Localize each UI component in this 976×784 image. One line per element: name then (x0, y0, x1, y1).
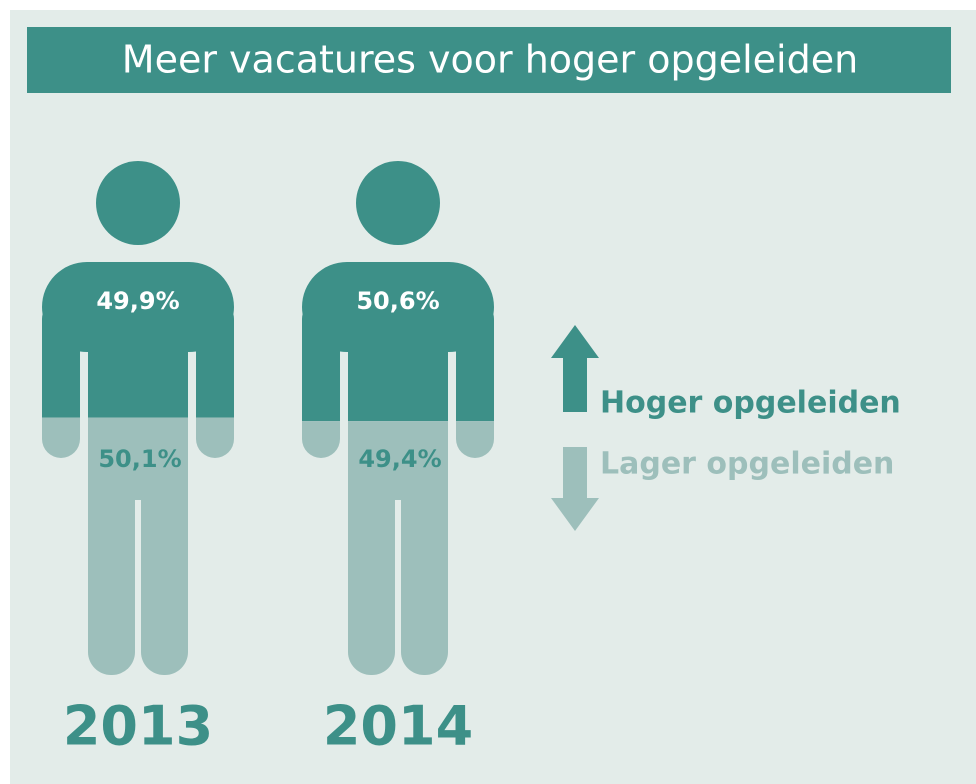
value-label: 49,4% (358, 445, 441, 473)
legend-label: Hoger opgeleiden (600, 386, 901, 421)
legend-arrow-up (551, 325, 599, 412)
value-label: 49,9% (96, 287, 179, 315)
value-label: 50,1% (98, 445, 181, 473)
chart-title: Meer vacatures voor hoger opgeleiden (122, 38, 858, 82)
category-label: 2014 (323, 695, 473, 758)
value-label: 50,6% (356, 287, 439, 315)
legend-arrow-down (551, 447, 599, 531)
category-label: 2013 (63, 695, 213, 758)
legend-label: Lager opgeleiden (600, 447, 894, 482)
title-bar (27, 27, 951, 93)
